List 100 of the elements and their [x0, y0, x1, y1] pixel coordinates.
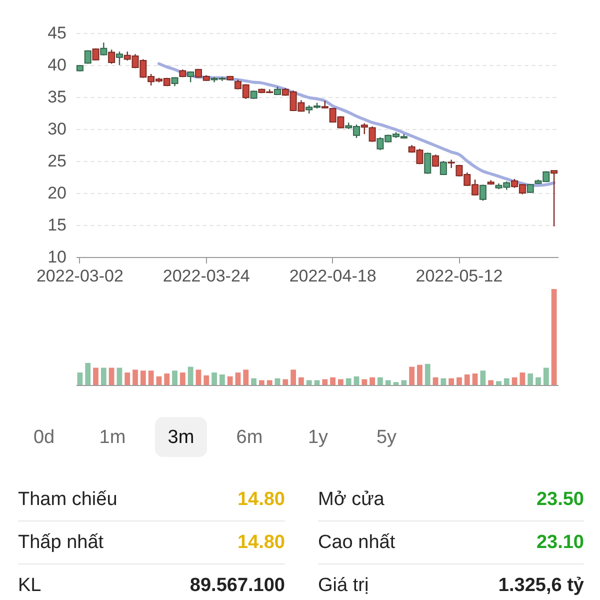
- candlestick: [424, 152, 432, 174]
- x-tick-label: 2022-04-18: [289, 266, 376, 286]
- bar: [156, 376, 162, 385]
- bar: [370, 377, 376, 385]
- candlestick: [479, 184, 486, 202]
- bar: [456, 377, 462, 385]
- y-tick-label: 10: [48, 248, 66, 266]
- category-label: Mở cửa: [318, 489, 385, 510]
- bar: [180, 372, 186, 385]
- bar: [314, 380, 320, 385]
- text: 23.10: [536, 532, 584, 553]
- bar: [172, 370, 178, 385]
- bar: [188, 366, 194, 385]
- bar: [251, 378, 256, 385]
- candlestick: [448, 159, 455, 169]
- x-tick-label: 2022-03-02: [36, 266, 124, 286]
- bar: [504, 378, 510, 385]
- text: 1.325,6 tỷ: [498, 575, 584, 596]
- y-tick-label: 20: [48, 184, 66, 202]
- text: 89.567.100: [190, 575, 285, 596]
- category-label: 3m: [168, 427, 194, 448]
- bar: [393, 382, 399, 385]
- category-label: 1m: [99, 427, 126, 448]
- bar: [440, 378, 446, 385]
- bar: [100, 368, 106, 385]
- category-label: 0d: [33, 427, 55, 448]
- text: 14.80: [237, 532, 285, 553]
- category-label: 6m: [236, 427, 263, 448]
- bar: [322, 379, 328, 385]
- bar: [385, 380, 391, 385]
- bar: [219, 374, 225, 385]
- bar: [488, 380, 494, 385]
- bar: [338, 379, 344, 385]
- candlestick: [550, 170, 558, 227]
- bar: [298, 377, 304, 385]
- category-label: KL: [18, 575, 42, 596]
- bar: [274, 378, 280, 385]
- y-tick-label: 15: [48, 216, 66, 234]
- bar: [204, 375, 210, 385]
- bar: [330, 377, 336, 385]
- bar: [480, 370, 486, 385]
- y-tick-label: 45: [48, 24, 66, 42]
- bar: [528, 373, 534, 385]
- y-tick-label: 40: [48, 56, 66, 74]
- candlestick: [440, 160, 447, 176]
- bar: [432, 377, 438, 385]
- bar: [93, 368, 98, 385]
- bar: [140, 370, 146, 385]
- bar: [551, 289, 557, 385]
- bar: [520, 372, 526, 385]
- x-tick-label: 2022-03-24: [162, 266, 250, 286]
- bar: [258, 380, 264, 385]
- bar: [132, 370, 138, 385]
- candlestick: [108, 49, 116, 64]
- bar: [409, 366, 415, 385]
- text: 23.50: [536, 489, 584, 510]
- bar: [227, 376, 233, 385]
- bar: [235, 372, 241, 385]
- bar: [196, 370, 202, 385]
- bar: [378, 377, 383, 385]
- y-tick-label: 35: [48, 88, 66, 106]
- bar: [424, 364, 430, 385]
- text: 14.80: [237, 489, 285, 510]
- line-series: [157, 62, 556, 187]
- bar: [464, 374, 470, 385]
- category-label: Cao nhất: [318, 532, 396, 553]
- category-label: 5y: [376, 427, 398, 448]
- candlestick: [116, 50, 123, 66]
- bar: [496, 381, 502, 385]
- y-tick-label: 30: [48, 120, 66, 138]
- bar: [362, 379, 368, 385]
- bar: [536, 377, 541, 385]
- category-label: Tham chiếu: [18, 489, 118, 510]
- bar: [448, 378, 454, 385]
- bar: [543, 368, 549, 385]
- bar: [290, 370, 296, 385]
- bar: [77, 372, 83, 385]
- y-tick-label: 25: [48, 152, 66, 170]
- bar: [512, 377, 518, 385]
- bar: [148, 370, 154, 385]
- x-tick-label: 2022-05-12: [416, 266, 503, 286]
- bar: [108, 368, 114, 385]
- candlestick: [100, 42, 108, 56]
- bar: [266, 380, 272, 385]
- bar: [85, 362, 91, 385]
- bar: [472, 373, 478, 385]
- bar: [354, 376, 360, 385]
- category-label: Thấp nhất: [18, 532, 104, 553]
- candlestick: [432, 154, 440, 168]
- category-label: 1y: [308, 427, 329, 448]
- bar: [124, 372, 130, 385]
- bar: [282, 379, 288, 385]
- bar: [401, 380, 407, 385]
- bar: [164, 373, 170, 385]
- bar: [212, 372, 217, 385]
- bar: [243, 370, 249, 385]
- bar: [346, 378, 352, 385]
- category-label: Giá trị: [318, 575, 369, 596]
- bar: [417, 364, 422, 385]
- bar: [116, 368, 122, 385]
